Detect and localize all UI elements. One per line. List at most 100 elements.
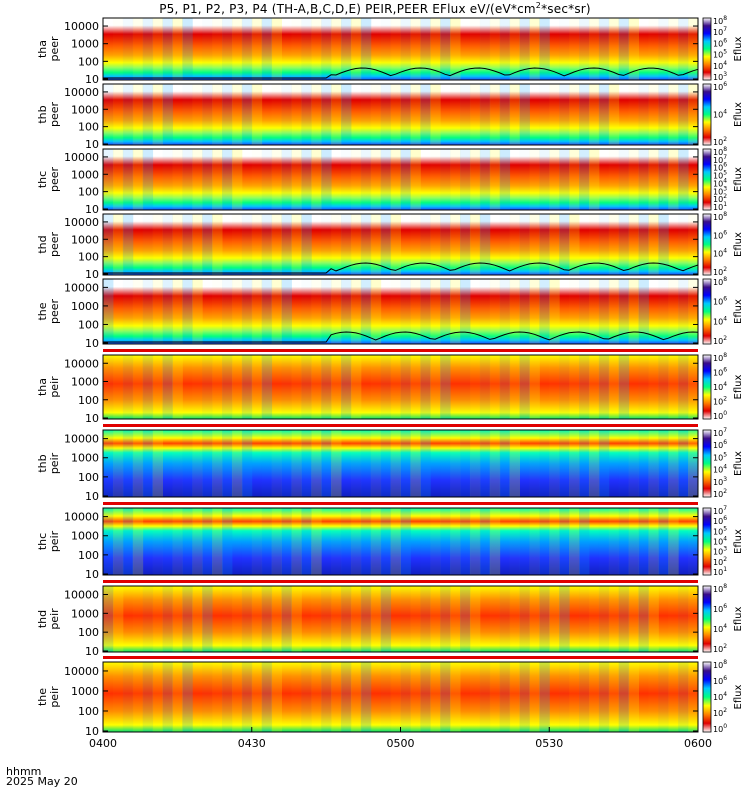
spectrogram-band xyxy=(479,355,491,419)
spectrogram-band xyxy=(658,355,669,419)
spectrogram-band xyxy=(301,430,312,497)
spectrogram-band xyxy=(460,430,471,497)
spectrogram-band xyxy=(291,508,302,575)
spectrogram-band xyxy=(460,149,471,210)
spectrogram-band xyxy=(202,84,213,145)
colorbar-tick-label: 104 xyxy=(713,464,727,475)
panel-frame xyxy=(102,354,699,420)
panel-type-label: peer xyxy=(48,232,61,258)
spectrogram-band xyxy=(311,84,322,145)
spectrogram-band xyxy=(559,355,570,419)
spectrogram-band xyxy=(222,430,233,497)
spectrogram-band xyxy=(539,586,550,652)
spectrogram-band xyxy=(440,149,451,210)
chart-title-text: P5, P1, P2, P3, P4 (TH-A,B,C,D,E) PEIR,P… xyxy=(159,2,536,16)
spectrogram-band xyxy=(112,84,124,145)
spectrogram-band xyxy=(519,18,530,80)
spectrogram-band xyxy=(103,430,114,497)
spectrogram-band xyxy=(182,662,193,732)
spectrogram-band xyxy=(549,430,560,497)
y-tick-label: 1000 xyxy=(71,168,99,181)
spectrogram-band xyxy=(598,214,610,275)
spectrogram-band xyxy=(380,214,392,275)
spectrogram-band xyxy=(351,430,361,497)
spectrogram-band xyxy=(588,430,600,497)
spectrogram-band xyxy=(241,18,253,80)
spectrogram-band xyxy=(152,18,163,80)
spectrogram-band xyxy=(618,18,630,80)
spectrogram-band xyxy=(142,18,154,80)
spectrogram-band xyxy=(479,214,491,275)
spectrogram-band xyxy=(172,149,183,210)
spectrogram-band xyxy=(172,430,182,497)
spectrogram-band xyxy=(430,214,441,275)
spectrogram-band xyxy=(519,586,530,652)
spectrogram-band xyxy=(321,149,332,210)
spacecraft-potential-line xyxy=(103,67,699,79)
date-label: 2025 May 20 xyxy=(6,775,78,788)
spectrogram-band xyxy=(519,84,530,145)
y-tick-label: 1000 xyxy=(71,452,99,465)
spectrogram-band xyxy=(152,279,163,344)
spectrogram-band xyxy=(688,586,699,652)
spectrogram-band xyxy=(509,279,520,344)
spectrogram-band xyxy=(103,508,114,575)
spectrogram-band xyxy=(519,508,530,575)
spectrogram-band xyxy=(251,355,263,419)
spectrogram-band xyxy=(420,586,431,652)
panel-probe-label: thd xyxy=(36,610,49,628)
spectrogram-band xyxy=(618,508,630,575)
spectrogram xyxy=(103,214,698,275)
spacecraft-potential-line xyxy=(103,262,699,274)
spectrogram-band xyxy=(400,508,411,575)
spectrogram-band xyxy=(202,508,213,575)
fill-bar xyxy=(103,502,698,505)
spectrogram-band xyxy=(499,662,511,732)
spectrogram-band xyxy=(182,279,193,344)
colorbar-tick-label: 102 xyxy=(713,266,727,277)
y-tick-label: 10 xyxy=(85,268,99,281)
spectrogram-band xyxy=(371,355,381,419)
spectrogram-band xyxy=(122,18,134,80)
spectrogram-band xyxy=(648,586,659,652)
spectrogram-band xyxy=(321,430,332,497)
colorbar-tick-label: 104 xyxy=(713,177,727,188)
colorbar-tick-label: 103 xyxy=(713,476,727,487)
colorbar-tick-label: 106 xyxy=(713,515,727,526)
spectrogram-band xyxy=(549,279,560,344)
panel-type-label: peir xyxy=(48,376,61,398)
colorbar-label: Eflux xyxy=(733,232,744,257)
spectrogram-band xyxy=(122,214,134,275)
spectrogram-band xyxy=(658,430,669,497)
spectrogram-band xyxy=(420,508,430,575)
colorbar-tick-label: 102 xyxy=(713,488,727,499)
spectrogram-band xyxy=(212,84,223,145)
spectrogram-band xyxy=(331,18,342,80)
spectrogram-band xyxy=(291,355,302,419)
spectrogram-band xyxy=(291,18,301,80)
spectrogram-band xyxy=(390,508,401,575)
spectrogram-band xyxy=(648,149,659,210)
spectrogram-band xyxy=(271,662,282,732)
spectrogram-band xyxy=(469,214,481,275)
spectrogram-band xyxy=(400,355,411,419)
fill-bar xyxy=(103,424,698,427)
spectrogram-band xyxy=(529,18,540,80)
panel-probe-label: the xyxy=(36,302,49,320)
spectrogram-band xyxy=(251,586,263,652)
spectrogram-band xyxy=(212,355,223,419)
spectrogram-band xyxy=(430,84,441,145)
spectrogram-band xyxy=(440,214,451,275)
spectrogram-band xyxy=(489,149,501,210)
colorbar xyxy=(702,148,712,211)
spectrogram-band xyxy=(510,508,520,575)
colorbar-tick-label: 106 xyxy=(713,162,727,173)
spectrogram-band xyxy=(341,355,352,419)
spectrogram-band xyxy=(331,508,341,575)
panel-type-label: peir xyxy=(48,608,61,630)
spectrogram-band xyxy=(350,18,362,80)
spectrogram-band xyxy=(241,214,253,275)
spectrogram-band xyxy=(549,84,560,145)
